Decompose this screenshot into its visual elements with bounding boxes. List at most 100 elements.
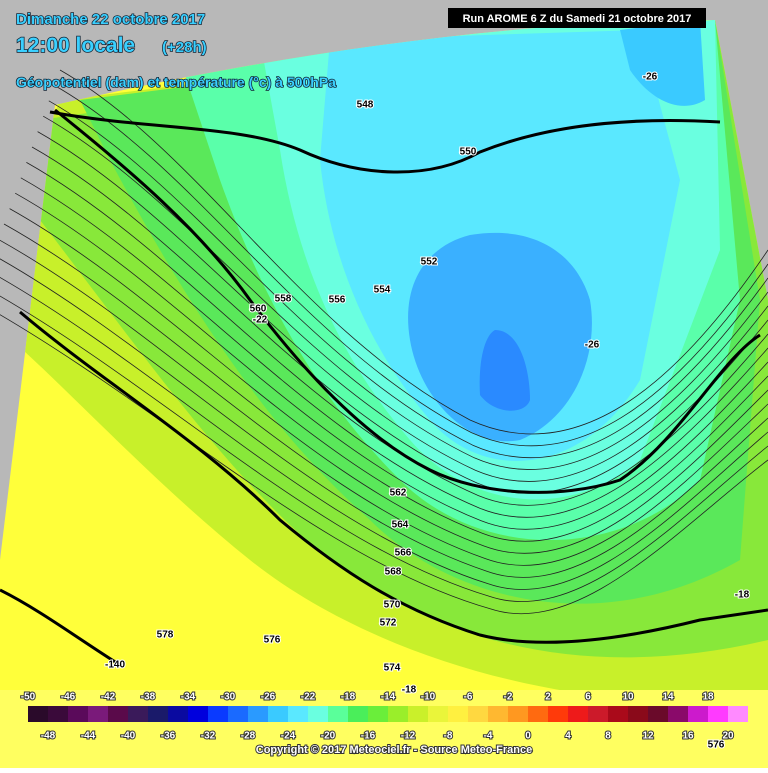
legend-label: 6 (585, 692, 591, 703)
contour-label: -22 (253, 315, 268, 326)
legend-label: -48 (41, 731, 56, 742)
legend-swatch (528, 706, 548, 722)
copyright: Copyright © 2017 Meteociel.fr - Source M… (256, 744, 532, 756)
legend-swatch (248, 706, 268, 722)
legend-label: -38 (141, 692, 156, 703)
legend-label: 10 (622, 692, 634, 703)
legend-label: -46 (61, 692, 76, 703)
contour-line (59, 69, 768, 435)
contour-line (26, 162, 768, 506)
contour-label: 576 (264, 635, 281, 646)
legend-label: 12 (642, 731, 654, 742)
contour-label: 552 (421, 257, 438, 268)
date: Dimanche 22 octobre 2017 (16, 11, 205, 28)
legend-label: -6 (464, 692, 473, 703)
contour-label: 554 (374, 285, 391, 296)
contour-line (54, 85, 768, 447)
contour-label: 558 (275, 294, 292, 305)
legend: -50 -46 -42 -38 -34 -30 -26 -22 -18 -14 -10 -6 -2 2 6 1… (20, 691, 748, 743)
legend-swatch (468, 706, 488, 722)
legend-label: 14 (662, 692, 674, 703)
contour-line (0, 258, 768, 578)
contour-line (20, 177, 768, 518)
legend-label: 2 (545, 692, 551, 703)
legend-label: -14 (381, 692, 396, 703)
legend-swatch (348, 706, 368, 722)
legend-label: -4 (484, 731, 493, 742)
time: 12:00 locale (16, 34, 135, 57)
contour-label: 564 (392, 520, 409, 531)
contour-label: 562 (390, 488, 407, 499)
contours (0, 69, 768, 615)
legend-swatch (568, 706, 588, 722)
contour-label: 550 (460, 147, 477, 158)
legend-swatch (288, 706, 308, 722)
contour-label: 570 (384, 600, 401, 611)
contour-line (0, 314, 768, 615)
legend-swatch (208, 706, 228, 722)
contour-label: 574 (384, 663, 401, 674)
legend-label: 20 (722, 731, 734, 742)
contour-label: 568 (385, 567, 402, 578)
legend-label: -22 (301, 692, 316, 703)
contour-label: 566 (395, 548, 412, 559)
legend-swatch (28, 706, 48, 722)
legend-swatch (148, 706, 168, 722)
legend-label: -20 (321, 731, 336, 742)
legend-label: 8 (605, 731, 611, 742)
legend-label: -18 (341, 692, 356, 703)
legend-swatch (128, 706, 148, 722)
legend-label: 16 (682, 731, 694, 742)
legend-swatch (168, 706, 188, 722)
legend-label: -26 (261, 692, 276, 703)
legend-swatch (188, 706, 208, 722)
run-info: Run AROME 6 Z du Samedi 21 octobre 2017 (463, 13, 692, 25)
contour-line (3, 223, 768, 554)
contour-label: 556 (329, 295, 346, 306)
legend-label: -50 (21, 692, 36, 703)
contour-line (43, 115, 768, 470)
contour-line (31, 146, 768, 494)
legend-swatch (728, 706, 748, 722)
contour-line (37, 131, 768, 482)
legend-label: -8 (444, 731, 453, 742)
legend-label: 18 (702, 692, 714, 703)
legend-label: -24 (281, 731, 296, 742)
legend-swatch (628, 706, 648, 722)
legend-swatch (368, 706, 388, 722)
contour-label: -26 (643, 72, 658, 83)
legend-swatch (68, 706, 88, 722)
contour-label: 578 (157, 630, 174, 641)
contour-label: 576 (708, 740, 725, 751)
run-box (448, 8, 706, 28)
legend-swatch (448, 706, 468, 722)
contour-label: 548 (357, 100, 374, 111)
legend-swatch (488, 706, 508, 722)
legend-label: -12 (401, 731, 416, 742)
contour-label: 560 (250, 304, 267, 315)
legend-label: -32 (201, 731, 216, 742)
contour-line (48, 100, 768, 459)
legend-swatch (708, 706, 728, 722)
legend-swatch (308, 706, 328, 722)
legend-label: 0 (525, 731, 531, 742)
contour-line (0, 295, 768, 602)
legend-label: -30 (221, 692, 236, 703)
legend-swatch (408, 706, 428, 722)
legend-swatch (88, 706, 108, 722)
contour-label: -26 (585, 340, 600, 351)
contour-label: -18 (735, 590, 750, 601)
legend-swatch (388, 706, 408, 722)
legend-swatch (508, 706, 528, 722)
legend-swatch (668, 706, 688, 722)
legend-label: -28 (241, 731, 256, 742)
legend-swatch (688, 706, 708, 722)
contour-label: -140 (105, 660, 125, 671)
contour-label: 572 (380, 618, 397, 629)
legend-swatch (428, 706, 448, 722)
contour-line (15, 192, 768, 530)
legend-swatch (548, 706, 568, 722)
legend-swatch (328, 706, 348, 722)
legend-swatch (108, 706, 128, 722)
